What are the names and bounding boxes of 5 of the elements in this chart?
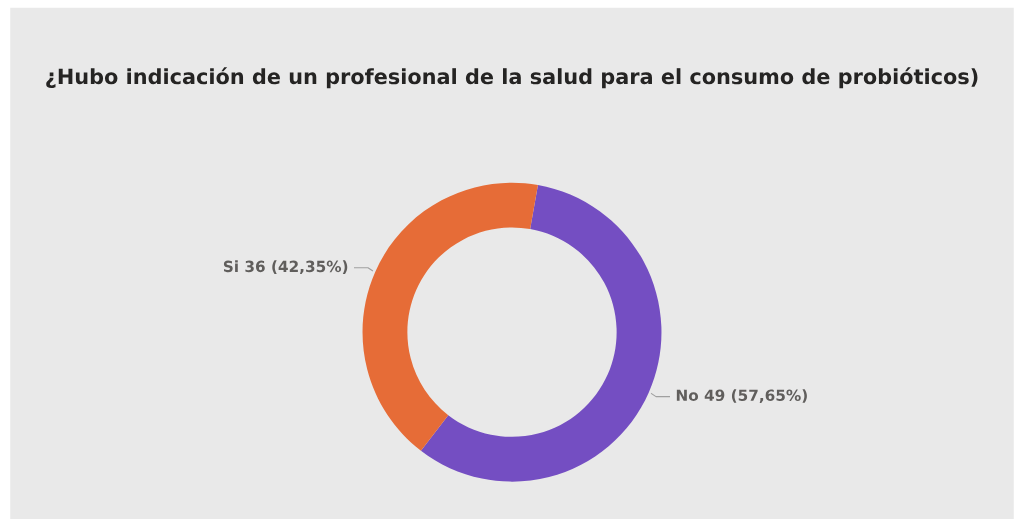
slice-label: Si 36 (42,35%) xyxy=(223,260,348,275)
slice-label: No 49 (57,65%) xyxy=(676,389,807,403)
chart-title: ¿Hubo indicación de un profesional de la salud para el consumo de probióticos) xyxy=(46,67,978,89)
donut-slice xyxy=(420,184,662,482)
donut-slice xyxy=(362,182,538,451)
